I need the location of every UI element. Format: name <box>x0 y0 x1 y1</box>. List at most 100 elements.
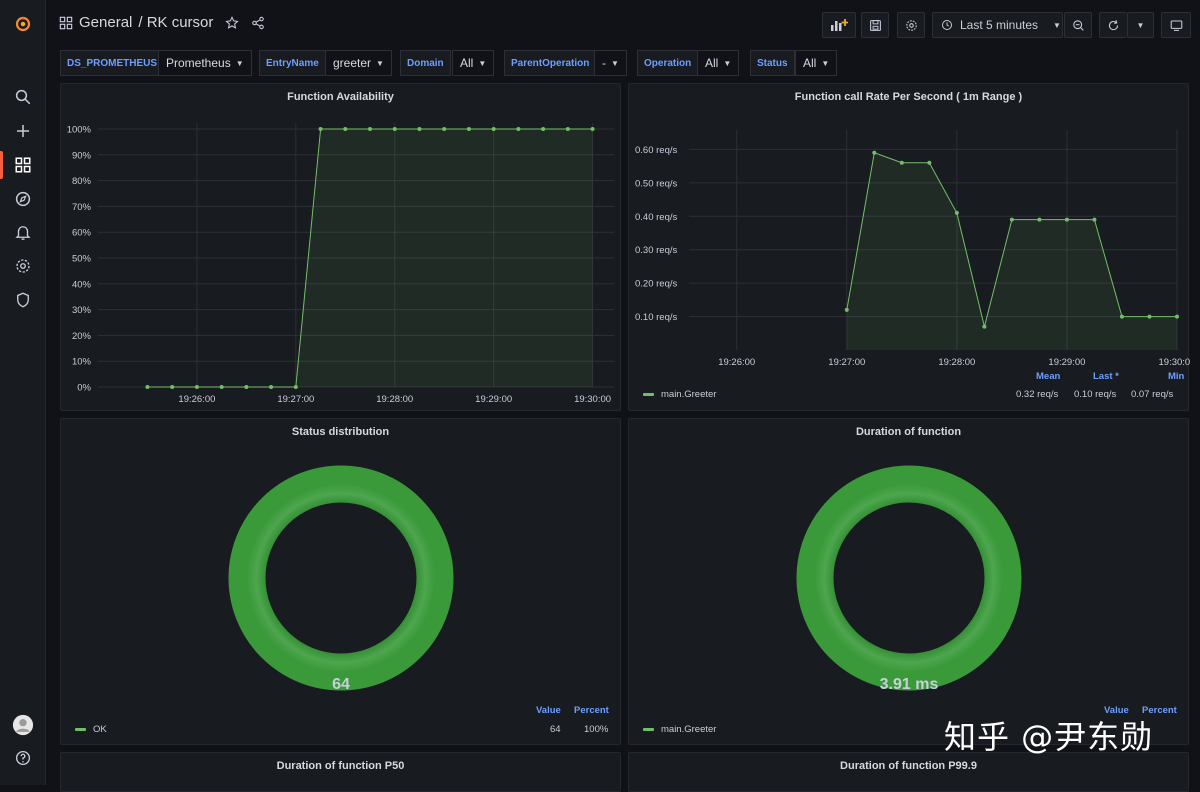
data-point[interactable] <box>145 385 150 389</box>
legend-series[interactable]: main.Greeter <box>643 389 716 400</box>
series-swatch <box>75 728 86 731</box>
data-point[interactable] <box>1119 314 1124 319</box>
save-dashboard-button[interactable] <box>861 12 889 38</box>
data-point[interactable] <box>318 127 323 131</box>
series-area <box>147 129 593 387</box>
legend-header-value[interactable]: Value <box>1104 705 1129 716</box>
help-icon[interactable] <box>11 746 35 770</box>
legend-header-mean[interactable]: Mean <box>1036 371 1061 382</box>
dashboard-grid-icon <box>59 16 73 30</box>
data-point[interactable] <box>194 385 199 389</box>
variable-select-entryname[interactable]: greeter ▼ <box>325 50 392 76</box>
panel-title[interactable]: Function Availability <box>287 91 394 103</box>
breadcrumb-folder[interactable]: General <box>79 14 133 31</box>
dashboard-settings-button[interactable] <box>897 12 925 38</box>
active-nav-indicator <box>0 151 3 179</box>
page-title[interactable]: / RK cursor <box>138 14 214 31</box>
legend-percent: 100% <box>584 724 609 735</box>
x-tick-label: 19:26:00 <box>718 357 755 368</box>
panel-title[interactable]: Duration of function P99.9 <box>840 760 977 772</box>
zoom-out-button[interactable] <box>1064 12 1092 38</box>
view-mode-button[interactable] <box>1161 12 1191 38</box>
status-donut-chart: 64 <box>228 465 454 693</box>
variable-select-domain[interactable]: All ▼ <box>452 50 495 76</box>
panel-function-availability[interactable]: Function Availability 0% 10% 20% 30% 40% 50% 6… <box>60 83 621 411</box>
refresh-interval-picker[interactable]: ▼ <box>1127 12 1154 38</box>
donut-slice-main-greeter[interactable] <box>796 465 1022 691</box>
variable-select-ds-prometheus[interactable]: Prometheus ▼ <box>158 50 252 76</box>
data-point[interactable] <box>844 307 849 312</box>
panel-title[interactable]: Status distribution <box>291 426 390 438</box>
variable-select-operation[interactable]: All ▼ <box>697 50 740 76</box>
panel-duration-of-function[interactable]: Duration of function 3.91 ms Value Perce… <box>628 418 1189 745</box>
shield-icon[interactable] <box>11 288 35 312</box>
data-point[interactable] <box>368 127 373 131</box>
y-tick-label: 0.30 req/s <box>635 245 677 256</box>
variable-select-status[interactable]: All ▼ <box>795 50 838 76</box>
star-icon[interactable] <box>225 15 240 30</box>
configuration-icon[interactable] <box>11 254 35 278</box>
add-panel-button[interactable] <box>822 12 856 38</box>
legend-header-min[interactable]: Min <box>1168 371 1185 382</box>
panel-duration-p50[interactable]: Duration of function P50 <box>60 752 621 792</box>
search-icon[interactable] <box>11 85 35 109</box>
legend-header-last[interactable]: Last * <box>1093 371 1119 382</box>
data-point[interactable] <box>491 127 496 131</box>
data-point[interactable] <box>541 127 546 131</box>
legend-header-percent[interactable]: Percent <box>574 705 609 716</box>
refresh-button[interactable] <box>1099 12 1127 38</box>
legend-series[interactable]: OK <box>75 724 107 735</box>
plus-icon[interactable] <box>11 119 35 143</box>
legend-header-value[interactable]: Value <box>536 705 561 716</box>
data-point[interactable] <box>927 160 932 165</box>
share-icon[interactable] <box>251 16 265 30</box>
data-point[interactable] <box>466 127 471 131</box>
data-point[interactable] <box>565 127 570 131</box>
avatar[interactable] <box>11 713 35 737</box>
data-point[interactable] <box>293 385 298 389</box>
data-point[interactable] <box>899 160 904 165</box>
data-point[interactable] <box>590 127 595 131</box>
x-tick-label: 19:30:00 <box>574 394 611 405</box>
panel-title[interactable]: Duration of function <box>855 426 962 438</box>
data-point[interactable] <box>417 127 422 131</box>
data-point[interactable] <box>1064 217 1069 222</box>
legend-min-value: 0.07 req/s <box>1131 389 1174 400</box>
grafana-logo-icon[interactable] <box>11 12 35 36</box>
clock-icon <box>942 20 952 30</box>
panel-duration-p99-9[interactable]: Duration of function P99.9 <box>628 752 1189 792</box>
legend-value: 64 <box>550 724 561 735</box>
data-point[interactable] <box>1175 314 1179 319</box>
panel-title[interactable]: Function call Rate Per Second ( 1m Range… <box>794 91 1023 103</box>
time-range-picker[interactable]: Last 5 minutes ▼ <box>932 12 1063 38</box>
data-point[interactable] <box>982 324 987 329</box>
data-point[interactable] <box>442 127 447 131</box>
data-point[interactable] <box>392 127 397 131</box>
data-point[interactable] <box>1037 217 1042 222</box>
explore-icon[interactable] <box>11 187 35 211</box>
data-point[interactable] <box>872 150 877 155</box>
alerting-icon[interactable] <box>11 220 35 244</box>
data-point[interactable] <box>244 385 249 389</box>
data-point[interactable] <box>269 385 274 389</box>
donut-slice-ok[interactable] <box>228 465 454 691</box>
data-point[interactable] <box>170 385 175 389</box>
panel-status-distribution[interactable]: Status distribution 64 Value Percent OK … <box>60 418 621 745</box>
panel-title[interactable]: Duration of function P50 <box>276 760 405 772</box>
data-point[interactable] <box>343 127 348 131</box>
dashboards-icon[interactable] <box>11 153 35 177</box>
data-point[interactable] <box>1147 314 1152 319</box>
data-point[interactable] <box>219 385 224 389</box>
data-point[interactable] <box>516 127 521 131</box>
data-point[interactable] <box>954 210 959 215</box>
y-tick-label: 0.20 req/s <box>635 279 677 290</box>
chevron-down-icon: ▼ <box>478 58 487 68</box>
variable-label-domain: Domain <box>400 50 451 76</box>
data-point[interactable] <box>1092 217 1097 222</box>
variable-select-parentoperation[interactable]: - ▼ <box>594 50 627 76</box>
panel-function-call-rate[interactable]: Function call Rate Per Second ( 1m Range… <box>628 83 1190 411</box>
data-point[interactable] <box>1009 217 1014 222</box>
legend-series-label: main.Greeter <box>661 389 717 400</box>
legend-header-percent[interactable]: Percent <box>1142 705 1177 716</box>
legend-series[interactable]: main.Greeter <box>643 724 716 735</box>
